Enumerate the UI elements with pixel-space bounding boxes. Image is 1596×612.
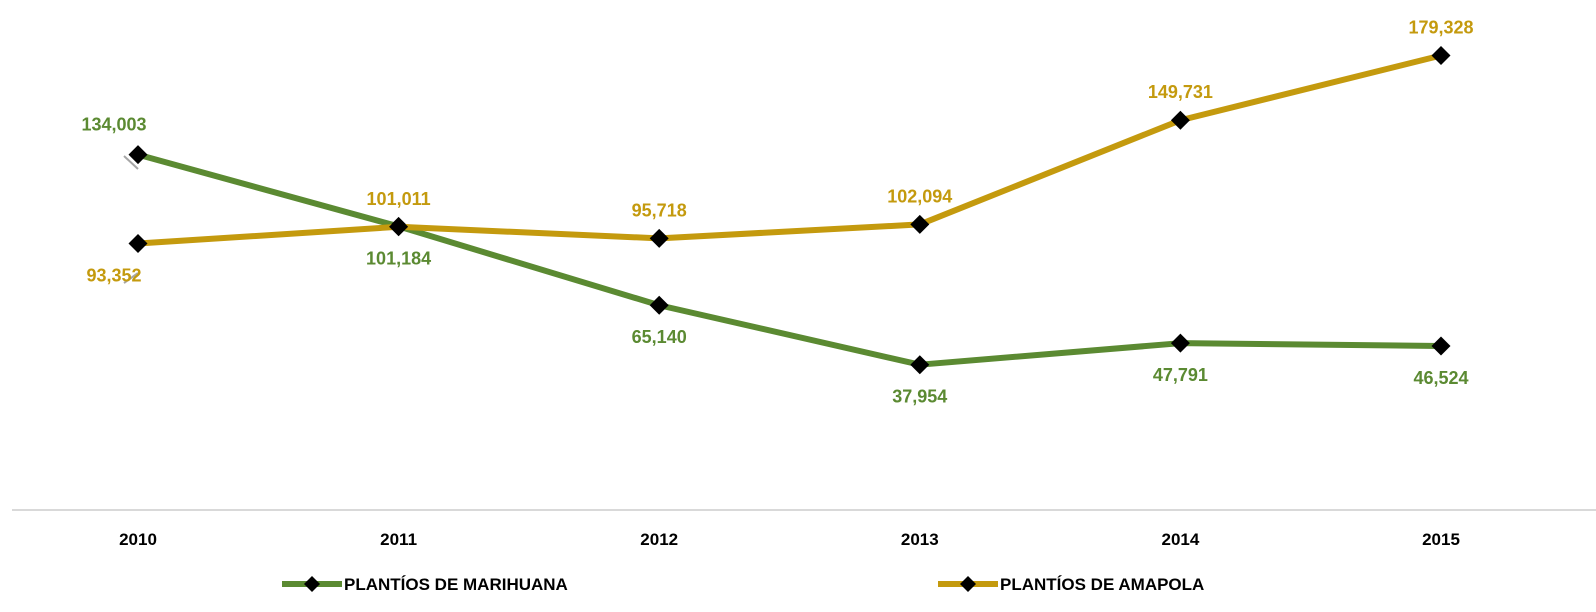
data-label-amapola: 149,731 bbox=[1148, 82, 1213, 102]
data-label-amapola: 93,352 bbox=[86, 266, 141, 286]
data-label-marihuana: 101,184 bbox=[366, 248, 431, 268]
x-tick-label: 2014 bbox=[1161, 530, 1199, 549]
legend-label-amapola: PLANTÍOS DE AMAPOLA bbox=[1000, 575, 1204, 594]
data-point-marker-amapola bbox=[128, 234, 148, 254]
legend-item-marihuana: PLANTÍOS DE MARIHUANA bbox=[282, 575, 568, 594]
data-label-amapola: 95,718 bbox=[632, 200, 687, 220]
data-label-marihuana: 65,140 bbox=[632, 327, 687, 347]
data-label-amapola: 101,011 bbox=[367, 189, 431, 209]
data-label-marihuana: 37,954 bbox=[892, 387, 947, 407]
data-label-amapola: 102,094 bbox=[887, 186, 952, 206]
x-tick-label: 2011 bbox=[380, 530, 417, 549]
data-point-marker-marihuana bbox=[910, 355, 930, 375]
series-line-amapola bbox=[137, 52, 1442, 247]
legend-item-amapola: PLANTÍOS DE AMAPOLA bbox=[938, 575, 1204, 594]
x-tick-label: 2010 bbox=[119, 530, 157, 549]
legend-swatch-marker bbox=[960, 576, 976, 592]
x-tick-layer: 2010 2011 2012 2013 2014 2015 bbox=[119, 530, 1460, 549]
leader-line bbox=[123, 155, 139, 170]
data-point-marker-amapola bbox=[1431, 46, 1451, 66]
data-point-marker-amapola bbox=[389, 217, 409, 237]
series-layer bbox=[128, 46, 1451, 375]
series-line-marihuana bbox=[137, 151, 1442, 368]
x-tick-label: 2015 bbox=[1422, 530, 1460, 549]
x-tick-label: 2012 bbox=[640, 530, 678, 549]
data-point-marker-marihuana bbox=[649, 295, 669, 315]
data-label-layer: 134,003 101,184 65,140 37,954 47,791 46,524 93… bbox=[81, 18, 1473, 407]
legend-label-marihuana: PLANTÍOS DE MARIHUANA bbox=[344, 575, 568, 594]
legend: PLANTÍOS DE MARIHUANA PLANTÍOS DE AMAPOLA bbox=[282, 575, 1204, 594]
data-label-marihuana: 134,003 bbox=[81, 115, 146, 135]
x-tick-label: 2013 bbox=[901, 530, 939, 549]
data-point-marker-marihuana bbox=[1170, 333, 1190, 353]
data-label-amapola: 179,328 bbox=[1408, 18, 1473, 38]
data-point-marker-amapola bbox=[649, 228, 669, 248]
data-label-marihuana: 46,524 bbox=[1413, 368, 1468, 388]
data-label-marihuana: 47,791 bbox=[1153, 365, 1208, 385]
data-point-marker-marihuana bbox=[1431, 336, 1451, 356]
data-point-marker-amapola bbox=[910, 214, 930, 234]
leader-line bbox=[123, 272, 139, 284]
legend-swatch-marker bbox=[304, 576, 320, 592]
data-point-marker-marihuana bbox=[128, 145, 148, 165]
data-point-marker-amapola bbox=[1170, 110, 1190, 130]
